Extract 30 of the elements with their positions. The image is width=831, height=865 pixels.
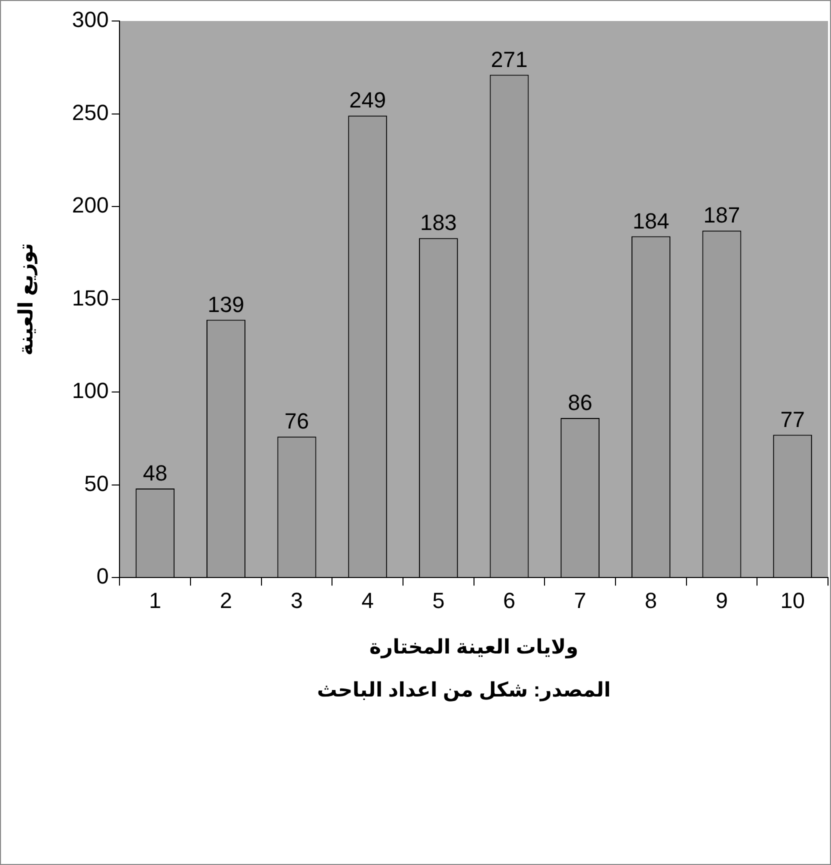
x-tick-label: 1 [148, 588, 162, 613]
data-label: 77 [780, 406, 805, 432]
data-label: 48 [142, 460, 168, 486]
x-tick-label: 8 [644, 588, 658, 613]
y-tick-label: 100 [72, 378, 109, 404]
y-tick-label: 300 [72, 7, 109, 32]
data-label: 184 [632, 208, 670, 234]
data-label: 139 [208, 292, 244, 317]
y-axis-title: توزيع العينة [16, 243, 38, 356]
y-tick-label: 0 [96, 564, 109, 589]
data-label: 249 [349, 88, 386, 113]
y-tick-label: 250 [72, 100, 109, 125]
data-label: 271 [490, 46, 528, 72]
x-tick-label: 10 [780, 588, 805, 613]
y-tick-label: 50 [84, 470, 109, 496]
x-axis-title: ولايات العينة المختارة [369, 636, 578, 659]
data-label: 76 [284, 408, 310, 434]
x-tick-label: 4 [361, 588, 374, 613]
data-label: 86 [568, 390, 592, 416]
x-tick-label: 6 [503, 588, 516, 613]
x-tick-label: 2 [220, 588, 232, 613]
y-tick-label: 150 [72, 285, 109, 310]
x-tick-label: 3 [290, 588, 303, 613]
x-tick-label: 9 [716, 588, 728, 613]
text: المصدر: شكل من اعداد الباحث [316, 680, 611, 702]
y-tick-label: 200 [72, 192, 109, 218]
x-tick-label: 7 [574, 588, 586, 613]
data-label: 187 [703, 202, 740, 228]
data-label: 183 [420, 210, 457, 236]
x-tick-label: 5 [432, 588, 445, 613]
